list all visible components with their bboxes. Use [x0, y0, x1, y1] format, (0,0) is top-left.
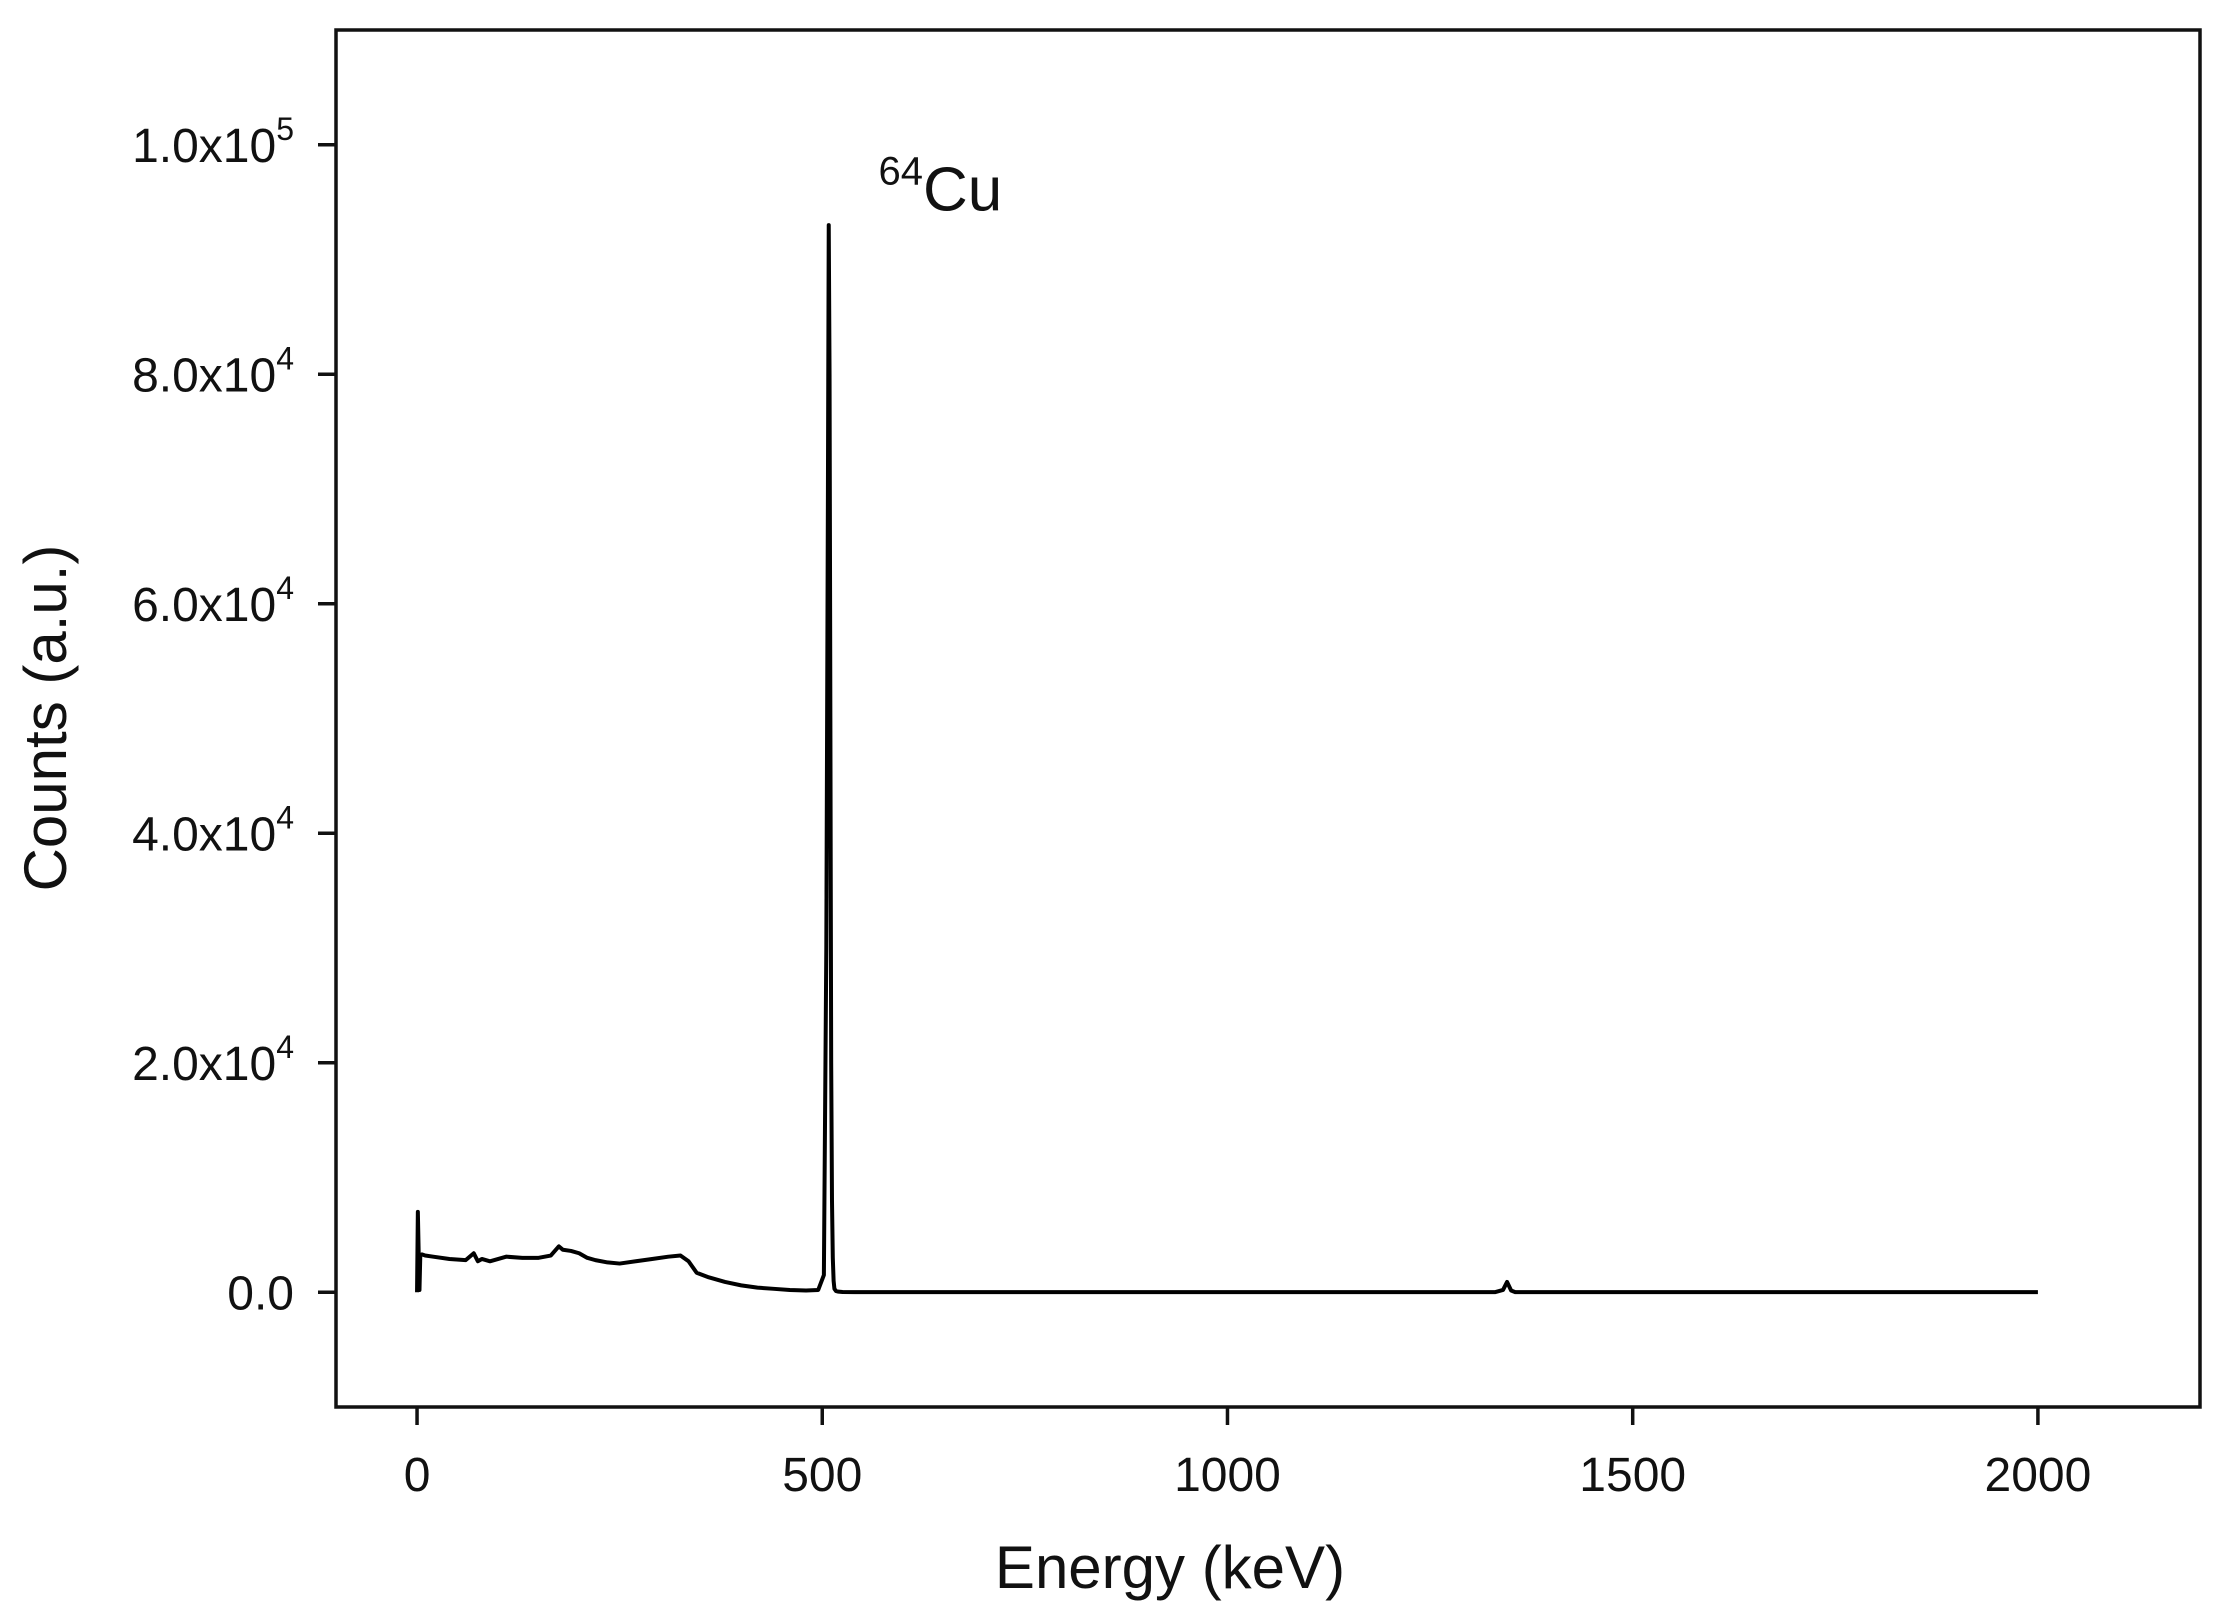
- y-tick-exponent: 5: [276, 111, 294, 147]
- series-line: [415, 223, 2038, 1295]
- x-tick-label: 2000: [1985, 1449, 2092, 1502]
- x-tick-label: 1500: [1579, 1449, 1686, 1502]
- x-axis: 0 500 1000 1500 2000: [404, 1407, 2092, 1502]
- y-axis-title: Counts (a.u.): [12, 545, 79, 892]
- annotations: 64Cu: [878, 150, 1002, 225]
- y-tick-base: 4.0x10: [132, 808, 276, 861]
- y-tick-label: 1.0x105: [132, 111, 294, 173]
- y-tick-exponent: 4: [276, 340, 294, 376]
- y-tick-base: 6.0x10: [132, 579, 276, 632]
- y-tick-base: 8.0x10: [132, 349, 276, 402]
- peak-annotation: 64Cu: [878, 150, 1002, 225]
- annotation-text: Cu: [923, 156, 1002, 225]
- y-tick-label: 8.0x104: [132, 340, 294, 402]
- x-tick-label: 0: [404, 1449, 431, 1502]
- y-tick-label: 0.0: [227, 1267, 294, 1320]
- y-tick-label: 6.0x104: [132, 570, 294, 632]
- y-tick-base: 2.0x10: [132, 1038, 276, 1091]
- y-tick-exponent: 4: [276, 570, 294, 606]
- y-tick-label: 2.0x104: [132, 1029, 294, 1091]
- x-tick-label: 1000: [1174, 1449, 1281, 1502]
- x-tick-label: 500: [782, 1449, 862, 1502]
- y-tick-base: 1.0x10: [132, 120, 276, 173]
- plot-frame: [334, 28, 2202, 1409]
- y-tick-exponent: 4: [276, 799, 294, 835]
- x-axis-title: Energy (keV): [995, 1534, 1345, 1601]
- y-tick-exponent: 4: [276, 1029, 294, 1065]
- y-tick-base: 0.0: [227, 1267, 294, 1320]
- annotation-superscript: 64: [878, 150, 923, 194]
- y-tick-label: 4.0x104: [132, 799, 294, 861]
